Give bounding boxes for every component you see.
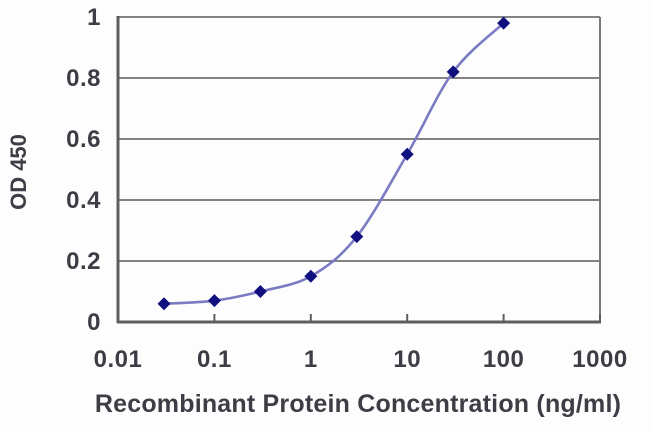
data-point xyxy=(304,269,318,283)
data-point xyxy=(350,230,364,244)
x-tick-label: 1 xyxy=(304,346,318,373)
data-point xyxy=(446,65,460,79)
x-tick-label: 10 xyxy=(393,346,421,373)
data-point xyxy=(400,147,414,161)
y-tick-label: 1 xyxy=(87,4,101,31)
y-axis-title: OD 450 xyxy=(6,134,31,210)
y-tick-label: 0.8 xyxy=(66,65,101,92)
data-point xyxy=(497,16,511,30)
y-tick-label: 0.2 xyxy=(66,248,101,275)
x-axis-title: Recombinant Protein Concentration (ng/ml… xyxy=(94,390,622,418)
data-point xyxy=(157,297,171,311)
y-tick-label: 0.6 xyxy=(66,126,101,153)
x-tick-label: 0.1 xyxy=(197,346,232,373)
x-tick-label: 0.01 xyxy=(94,346,143,373)
x-tick-label: 1000 xyxy=(572,346,627,373)
y-tick-label: 0.4 xyxy=(66,187,101,214)
y-tick-label: 0 xyxy=(87,309,101,336)
x-tick-label: 100 xyxy=(483,346,525,373)
data-point xyxy=(207,294,221,308)
data-point xyxy=(253,285,267,298)
